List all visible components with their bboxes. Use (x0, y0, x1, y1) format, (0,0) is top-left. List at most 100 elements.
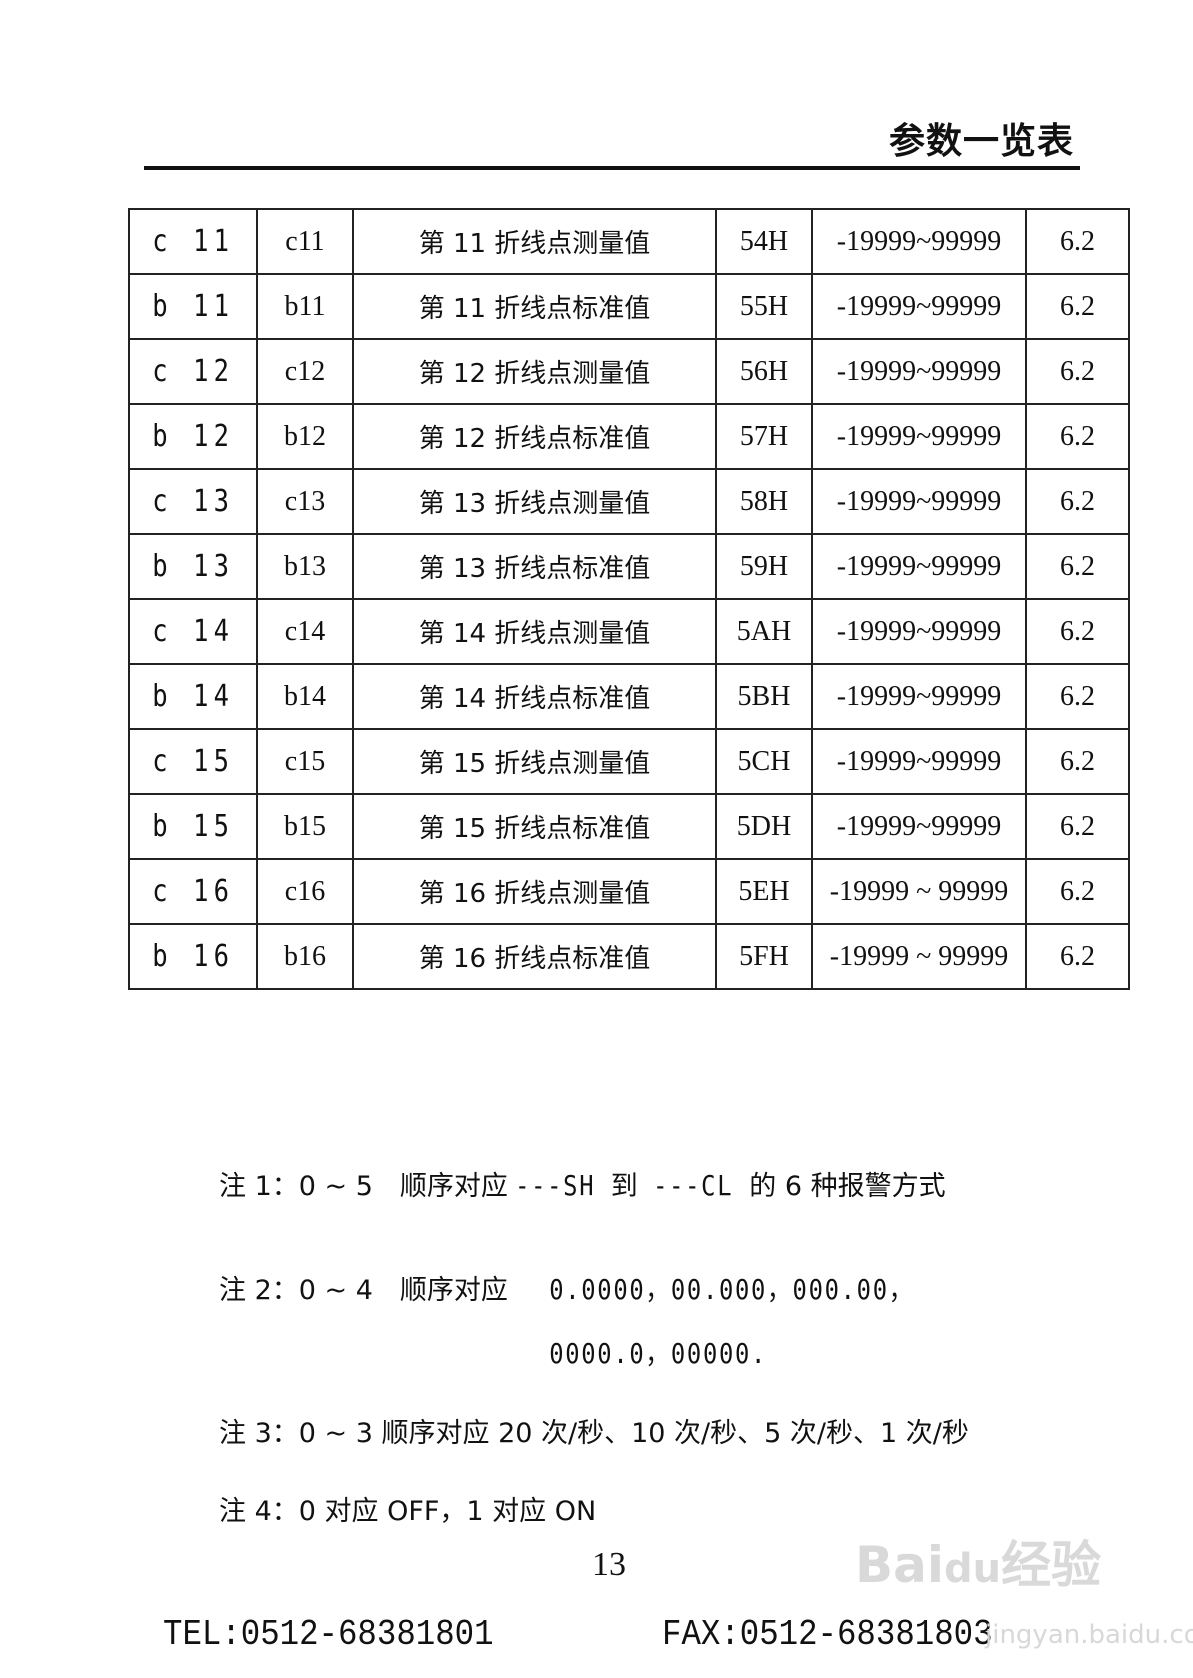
fax: FAX:0512-68381803 (662, 1614, 993, 1655)
cell-section: 6.2 (1025, 468, 1130, 535)
cell-name: 第 13 折线点标准值 (352, 533, 717, 600)
tel: TEL:0512-68381801 (163, 1614, 494, 1655)
cell-section: 6.2 (1025, 793, 1130, 860)
table-row: b 12 b12 第 12 折线点标准值 57H -19999~99999 6.2 (128, 403, 1130, 470)
cell-name: 第 14 折线点测量值 (352, 598, 717, 665)
cell-range: -19999~99999 (811, 208, 1027, 275)
cell-code: c14 (256, 598, 354, 665)
cell-addr: 5CH (715, 728, 813, 795)
seven-segment-code: c 14 (152, 614, 234, 649)
cell-section: 6.2 (1025, 273, 1130, 340)
cell-range: -19999~99999 (811, 273, 1027, 340)
cell-section: 6.2 (1025, 338, 1130, 405)
cell-name: 第 16 折线点标准值 (352, 923, 717, 990)
table-row: c 13 c13 第 13 折线点测量值 58H -19999~99999 6.2 (128, 468, 1130, 535)
cell-code: c16 (256, 858, 354, 925)
cell-section: 6.2 (1025, 728, 1130, 795)
cell-section: 6.2 (1025, 403, 1130, 470)
cell-code: b13 (256, 533, 354, 600)
cell-addr: 57H (715, 403, 813, 470)
cell-section: 6.2 (1025, 208, 1130, 275)
cell-name: 第 12 折线点测量值 (352, 338, 717, 405)
seven-segment-code: c 12 (152, 354, 234, 389)
cell-code: b15 (256, 793, 354, 860)
page-number: 13 (592, 1546, 626, 1583)
baidu-watermark-logo: Baidu经验 (855, 1536, 1102, 1594)
seven-segment-code: c 16 (152, 874, 234, 909)
cell-name: 第 13 折线点测量值 (352, 468, 717, 535)
seven-segment-code: b 16 (152, 939, 234, 974)
cell-addr: 54H (715, 208, 813, 275)
note-2-prefix: 注 2：0 ~ 4 顺序对应 (219, 1275, 517, 1306)
cell-display: c 16 (128, 858, 258, 925)
cell-range: -19999 ~ 99999 (811, 923, 1027, 990)
cell-addr: 56H (715, 338, 813, 405)
cell-range: -19999~99999 (811, 663, 1027, 730)
cell-name: 第 15 折线点测量值 (352, 728, 717, 795)
table-row: c 15 c15 第 15 折线点测量值 5CH -19999~99999 6.2 (128, 728, 1130, 795)
cell-section: 6.2 (1025, 663, 1130, 730)
cell-name: 第 11 折线点标准值 (352, 273, 717, 340)
note-2-formats-line2: 0000.0，00000. (549, 1337, 768, 1370)
note-1-prefix: 注 1：0 ~ 5 顺序对应 (219, 1171, 508, 1202)
table-row: b 13 b13 第 13 折线点标准值 59H -19999~99999 6.2 (128, 533, 1130, 600)
seven-segment-code: b 13 (152, 549, 234, 584)
cell-section: 6.2 (1025, 598, 1130, 665)
table-row: c 12 c12 第 12 折线点测量值 56H -19999~99999 6.2 (128, 338, 1130, 405)
cell-code: b16 (256, 923, 354, 990)
note-1-suffix: 的 6 种报警方式 (740, 1171, 946, 1202)
cell-addr: 55H (715, 273, 813, 340)
table-row: c 14 c14 第 14 折线点测量值 5AH -19999~99999 6.2 (128, 598, 1130, 665)
cell-section: 6.2 (1025, 858, 1130, 925)
cell-display: c 11 (128, 208, 258, 275)
table-row: b 16 b16 第 16 折线点标准值 5FH -19999 ~ 99999 6.2 (128, 923, 1130, 990)
cell-name: 第 15 折线点标准值 (352, 793, 717, 860)
cell-range: -19999~99999 (811, 598, 1027, 665)
cell-range: -19999 ~ 99999 (811, 858, 1027, 925)
cell-code: c11 (256, 208, 354, 275)
cell-range: -19999~99999 (811, 338, 1027, 405)
cell-display: c 13 (128, 468, 258, 535)
cell-display: b 11 (128, 273, 258, 340)
note-2-line2: 0000.0，00000. (530, 1332, 786, 1372)
cell-display: b 12 (128, 403, 258, 470)
cell-range: -19999~99999 (811, 468, 1027, 535)
seven-segment-code: b 14 (152, 679, 234, 714)
cell-addr: 5AH (715, 598, 813, 665)
cell-addr: 5BH (715, 663, 813, 730)
note-1-seg-end: ---CL (653, 1169, 734, 1202)
cell-display: b 14 (128, 663, 258, 730)
cell-section: 6.2 (1025, 533, 1130, 600)
note-1-seg-start: ---SH (514, 1169, 596, 1202)
table-row: c 11 c11 第 11 折线点测量值 54H -19999~99999 6.2 (128, 208, 1130, 275)
header-divider (144, 166, 1080, 170)
seven-segment-code: b 15 (152, 809, 234, 844)
parameter-table: c 11 c11 第 11 折线点测量值 54H -19999~99999 6.2 b 11… (128, 208, 1130, 990)
cell-code: c15 (256, 728, 354, 795)
table-row: b 11 b11 第 11 折线点标准值 55H -19999~99999 6.2 (128, 273, 1130, 340)
cell-addr: 5EH (715, 858, 813, 925)
cell-display: b 15 (128, 793, 258, 860)
cell-display: c 12 (128, 338, 258, 405)
cell-display: c 14 (128, 598, 258, 665)
cell-code: b14 (256, 663, 354, 730)
cell-name: 第 16 折线点测量值 (352, 858, 717, 925)
seven-segment-code: c 11 (152, 224, 234, 259)
cell-range: -19999~99999 (811, 403, 1027, 470)
cell-range: -19999~99999 (811, 728, 1027, 795)
baidu-watermark-url: jingyan.baidu.com (985, 1620, 1193, 1650)
seven-segment-code: c 13 (152, 484, 234, 519)
cell-display: c 15 (128, 728, 258, 795)
cell-code: c13 (256, 468, 354, 535)
cell-display: b 13 (128, 533, 258, 600)
seven-segment-code: c 15 (152, 744, 234, 779)
page-title: 参数一览表 (888, 121, 1074, 162)
cell-addr: 5FH (715, 923, 813, 990)
cell-name: 第 11 折线点测量值 (352, 208, 717, 275)
note-1: 注 1：0 ~ 5 顺序对应 ---SH 到 ---CL 的 6 种报警方式 (219, 1164, 946, 1203)
note-3: 注 3：0 ~ 3 顺序对应 20 次/秒、10 次/秒、5 次/秒、1 次/秒 (219, 1418, 969, 1449)
cell-name: 第 14 折线点标准值 (352, 663, 717, 730)
cell-addr: 59H (715, 533, 813, 600)
cell-range: -19999~99999 (811, 533, 1027, 600)
note-1-mid: 到 (602, 1171, 647, 1202)
